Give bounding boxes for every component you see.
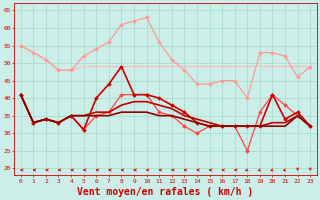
- X-axis label: Vent moyen/en rafales ( km/h ): Vent moyen/en rafales ( km/h ): [77, 187, 254, 197]
